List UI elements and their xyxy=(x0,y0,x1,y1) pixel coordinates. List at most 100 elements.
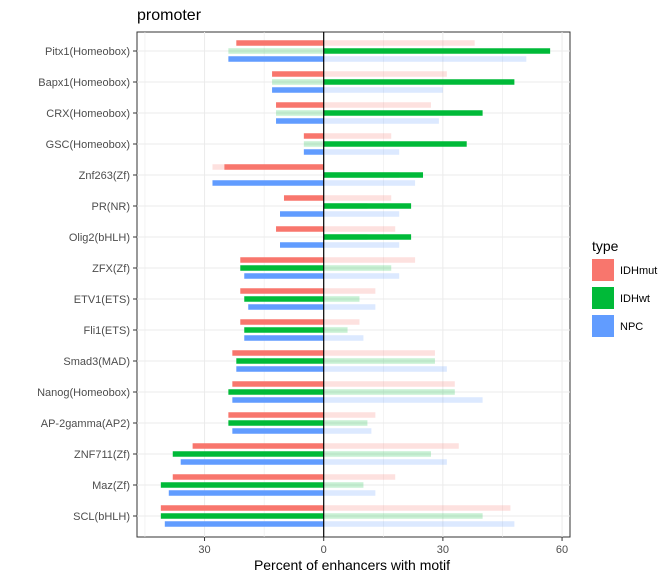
legend-label-idhmut: IDHmut xyxy=(620,265,657,277)
y-tick-label: ETV1(ETS) xyxy=(74,294,130,306)
bar-bg-idhmut-znf711-zf xyxy=(323,443,459,449)
y-tick-label: Olig2(bHLH) xyxy=(69,232,130,244)
bar-bg-idhwt-smad3-mad xyxy=(323,358,435,364)
bar-npc-ap-2gamma-ap2 xyxy=(232,428,324,434)
x-tick-label: 30 xyxy=(198,544,210,556)
bar-bg-idhmut-zfx-zf xyxy=(323,257,416,263)
chart-title: promoter xyxy=(137,7,202,24)
bar-idhwt-gsc-homeobox xyxy=(323,141,467,147)
bar-npc-maz-zf xyxy=(168,490,324,496)
bar-idhwt-bapx1-homeobox xyxy=(323,79,515,85)
bar-idhwt-olig2-bhlh xyxy=(323,234,412,240)
bar-idhwt-zfx-zf xyxy=(240,265,324,271)
bar-idhwt-etv1-ets xyxy=(244,296,324,302)
bar-bg-idhwt-ap-2gamma-ap2 xyxy=(323,420,368,426)
bar-bg-idhwt-znf711-zf xyxy=(323,451,431,457)
legend: type IDHmut IDHwt NPC xyxy=(592,238,657,337)
legend-label-idhwt: IDHwt xyxy=(620,293,650,305)
bar-idhmut-gsc-homeobox xyxy=(303,133,324,139)
y-tick-label: GSC(Homeobox) xyxy=(46,139,130,151)
bar-idhmut-bapx1-homeobox xyxy=(272,71,324,77)
y-tick-label: Znf263(Zf) xyxy=(79,170,130,182)
bar-bg-idhwt-etv1-ets xyxy=(323,296,360,302)
bar-idhwt-ap-2gamma-ap2 xyxy=(228,420,324,426)
y-tick-label: Nanog(Homeobox) xyxy=(37,387,130,399)
bar-idhwt-maz-zf xyxy=(160,482,324,488)
bar-idhwt-pr-nr xyxy=(323,203,412,209)
bar-idhmut-fli1-ets xyxy=(240,319,324,325)
bar-bg-idhwt-scl-bhlh xyxy=(323,513,483,519)
bar-idhmut-pitx1-homeobox xyxy=(236,40,324,46)
legend-label-npc: NPC xyxy=(620,321,643,333)
y-tick-label: Pitx1(Homeobox) xyxy=(45,46,130,58)
bar-idhmut-etv1-ets xyxy=(240,288,324,294)
bar-idhwt-smad3-mad xyxy=(236,358,324,364)
legend-key-idhmut xyxy=(592,259,614,281)
bar-bg-idhmut-fli1-ets xyxy=(323,319,360,325)
bar-npc-olig2-bhlh xyxy=(280,242,324,248)
bar-bg-idhmut-nanog-homeobox xyxy=(323,381,455,387)
bar-bg-npc-nanog-homeobox xyxy=(323,397,483,403)
bar-npc-znf711-zf xyxy=(180,459,324,465)
bar-npc-crx-homeobox xyxy=(276,118,324,124)
legend-key-npc xyxy=(592,315,614,337)
bar-npc-fli1-ets xyxy=(244,335,324,341)
bar-bg-idhwt-bapx1-homeobox xyxy=(272,79,324,85)
bar-idhmut-maz-zf xyxy=(172,474,324,480)
x-tick-label: 60 xyxy=(556,544,568,556)
bar-bg-idhmut-gsc-homeobox xyxy=(323,133,392,139)
x-axis: 30 0 30 60 xyxy=(198,537,568,556)
bar-idhmut-zfx-zf xyxy=(240,257,324,263)
y-tick-label: ZNF711(Zf) xyxy=(74,449,130,461)
bar-bg-idhwt-nanog-homeobox xyxy=(323,389,455,395)
bar-idhmut-crx-homeobox xyxy=(276,102,324,108)
bar-bg-idhwt-gsc-homeobox xyxy=(303,141,324,147)
bar-bg-npc-gsc-homeobox xyxy=(323,149,400,155)
x-tick-label: 0 xyxy=(321,544,327,556)
bar-bg-npc-bapx1-homeobox xyxy=(323,87,443,93)
y-tick-label: CRX(Homeobox) xyxy=(46,108,130,120)
bar-bg-npc-fli1-ets xyxy=(323,335,364,341)
y-tick-label: ZFX(Zf) xyxy=(92,263,130,275)
bar-bg-idhmut-bapx1-homeobox xyxy=(323,71,447,77)
bar-npc-scl-bhlh xyxy=(164,521,324,527)
bar-bg-npc-pitx1-homeobox xyxy=(323,56,527,62)
y-tick-label: Maz(Zf) xyxy=(92,480,130,492)
y-tick-label: Smad3(MAD) xyxy=(63,356,130,368)
bar-idhmut-znf263-zf xyxy=(224,164,324,170)
bar-bg-npc-maz-zf xyxy=(323,490,376,496)
bar-bg-idhmut-smad3-mad xyxy=(323,350,435,356)
bar-idhmut-znf711-zf xyxy=(192,443,324,449)
bar-idhwt-scl-bhlh xyxy=(160,513,324,519)
bar-npc-zfx-zf xyxy=(244,273,324,279)
bar-bg-idhmut-scl-bhlh xyxy=(323,505,511,511)
bar-bg-npc-smad3-mad xyxy=(323,366,447,372)
bar-bg-idhmut-olig2-bhlh xyxy=(323,226,396,232)
bar-bg-npc-ap-2gamma-ap2 xyxy=(323,428,372,434)
bar-idhmut-pr-nr xyxy=(283,195,324,201)
bar-npc-nanog-homeobox xyxy=(232,397,324,403)
bars xyxy=(160,40,551,527)
y-tick-label: Fli1(ETS) xyxy=(84,325,130,337)
bar-bg-idhmut-pr-nr xyxy=(323,195,392,201)
bar-npc-pitx1-homeobox xyxy=(228,56,324,62)
bar-bg-npc-zfx-zf xyxy=(323,273,400,279)
bar-npc-gsc-homeobox xyxy=(303,149,324,155)
legend-key-idhwt xyxy=(592,287,614,309)
y-axis: Pitx1(Homeobox) Bapx1(Homeobox) CRX(Homeob… xyxy=(37,46,137,523)
bar-idhwt-crx-homeobox xyxy=(323,110,483,116)
bar-bg-idhwt-fli1-ets xyxy=(323,327,348,333)
bar-idhwt-nanog-homeobox xyxy=(228,389,324,395)
bar-bg-idhmut-pitx1-homeobox xyxy=(323,40,475,46)
bar-bg-idhmut-maz-zf xyxy=(323,474,396,480)
bar-bg-idhmut-crx-homeobox xyxy=(323,102,431,108)
bar-bg-idhwt-crx-homeobox xyxy=(276,110,324,116)
y-tick-label: AP-2gamma(AP2) xyxy=(41,418,130,430)
bar-npc-znf263-zf xyxy=(212,180,324,186)
bar-bg-npc-etv1-ets xyxy=(323,304,376,310)
bar-npc-smad3-mad xyxy=(236,366,324,372)
bar-bg-npc-pr-nr xyxy=(323,211,400,217)
legend-title: type xyxy=(592,238,619,254)
bar-npc-pr-nr xyxy=(280,211,324,217)
bar-idhwt-fli1-ets xyxy=(244,327,324,333)
